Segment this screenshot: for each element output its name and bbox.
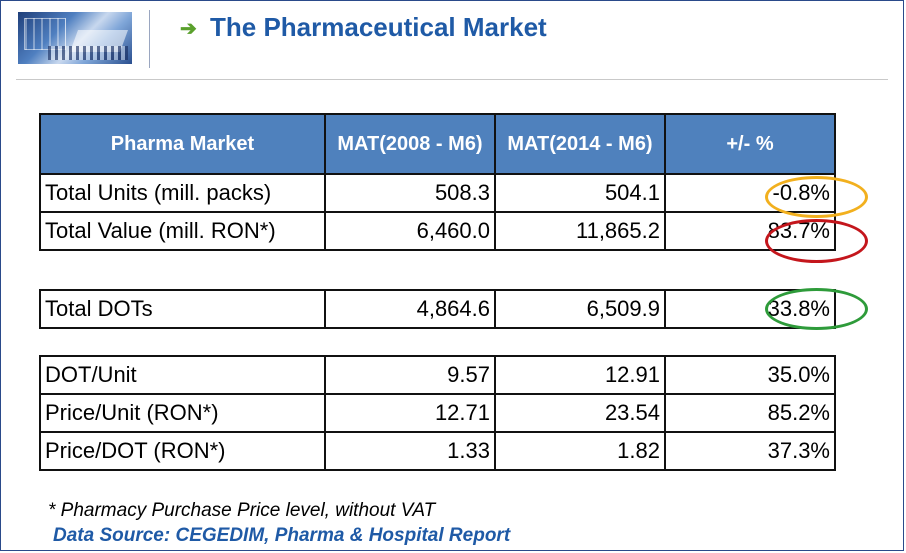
page-title: The Pharmaceutical Market: [210, 12, 547, 42]
arrow-right-icon: ➔: [180, 18, 197, 40]
cell-value: 23.54: [494, 393, 666, 433]
row-label: Total DOTs: [39, 289, 326, 329]
table-row: Total Units (mill. packs) 508.3 504.1 -0…: [39, 173, 836, 213]
cell-value: 11,865.2: [494, 211, 666, 251]
table-header-row: Pharma Market MAT(2008 - M6) MAT(2014 - …: [39, 113, 836, 175]
header-logo-image: [18, 12, 132, 64]
cell-change: 35.0%: [664, 355, 836, 395]
header-rule: [16, 79, 888, 80]
cell-value: 1.33: [324, 431, 496, 471]
header-divider: [149, 10, 150, 68]
highlight-oval-orange: [765, 176, 868, 218]
cell-change: 85.2%: [664, 393, 836, 433]
cell-value: 508.3: [324, 173, 496, 213]
highlight-oval-red: [765, 219, 868, 263]
footnote-text: * Pharmacy Purchase Price level, without…: [48, 500, 436, 521]
cell-value: 6,509.9: [494, 289, 666, 329]
cell-value: 4,864.6: [324, 289, 496, 329]
highlight-oval-green: [765, 288, 868, 330]
cell-value: 1.82: [494, 431, 666, 471]
cell-value: 6,460.0: [324, 211, 496, 251]
header-cell: MAT(2014 - M6): [494, 113, 666, 175]
header-cell: Pharma Market: [39, 113, 326, 175]
table-row: DOT/Unit 9.57 12.91 35.0%: [39, 355, 836, 395]
table-row: Total Value (mill. RON*) 6,460.0 11,865.…: [39, 211, 836, 251]
table-row: Total DOTs 4,864.6 6,509.9 33.8%: [39, 289, 836, 329]
row-label: DOT/Unit: [39, 355, 326, 395]
dots-table: Total DOTs 4,864.6 6,509.9 33.8%: [39, 289, 836, 329]
ratio-table: DOT/Unit 9.57 12.91 35.0% Price/Unit (RO…: [39, 355, 836, 471]
cell-value: 504.1: [494, 173, 666, 213]
table-row: Price/DOT (RON*) 1.33 1.82 37.3%: [39, 431, 836, 471]
row-label: Total Value (mill. RON*): [39, 211, 326, 251]
header-cell: +/- %: [664, 113, 836, 175]
cell-change: 37.3%: [664, 431, 836, 471]
row-label: Price/Unit (RON*): [39, 393, 326, 433]
table-row: Price/Unit (RON*) 12.71 23.54 85.2%: [39, 393, 836, 433]
market-table: Pharma Market MAT(2008 - M6) MAT(2014 - …: [39, 113, 836, 251]
header-cell: MAT(2008 - M6): [324, 113, 496, 175]
row-label: Price/DOT (RON*): [39, 431, 326, 471]
data-source-text: Data Source: CEGEDIM, Pharma & Hospital …: [53, 525, 511, 546]
cell-value: 12.91: [494, 355, 666, 395]
cell-value: 9.57: [324, 355, 496, 395]
cell-value: 12.71: [324, 393, 496, 433]
row-label: Total Units (mill. packs): [39, 173, 326, 213]
